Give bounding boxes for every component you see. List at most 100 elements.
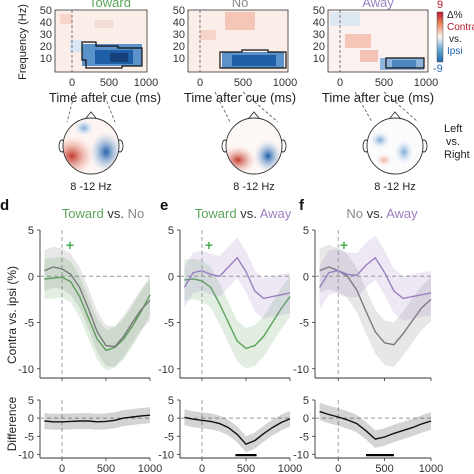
topo-side-label: Left vs. Right	[444, 123, 470, 161]
panel-letter-e: e	[160, 197, 168, 214]
xtick: 0	[337, 77, 343, 89]
colorbar-title: Δ%	[447, 10, 463, 21]
xtick: 500	[375, 77, 393, 89]
y-tick-label: -5	[164, 431, 174, 443]
y-tick-label: -5	[164, 318, 174, 330]
ytick: 30	[40, 29, 52, 41]
xtick: 0	[197, 77, 203, 89]
tf-yticks-c: 50 40 30 20 10	[313, 5, 325, 65]
y-tick-label: 5	[303, 395, 309, 407]
xtick: 1000	[134, 77, 158, 89]
y-tick-label: -10	[293, 364, 309, 376]
topomap-no	[221, 111, 287, 175]
topo-label-away: 8 -12 Hz	[374, 181, 416, 193]
ytick: 40	[313, 17, 325, 29]
ytick: 10	[313, 53, 325, 65]
tf-xlabel: Time after cue (ms)	[322, 90, 434, 105]
y-tick-label: 5	[28, 225, 34, 237]
plus-marker-d: +	[66, 237, 74, 253]
series-line	[319, 410, 432, 440]
tf-map-no	[187, 9, 289, 73]
side-label-left: Left	[444, 123, 462, 135]
panel-letter-f: f	[299, 197, 305, 214]
topomap-away	[362, 111, 428, 175]
series-band	[319, 244, 431, 367]
y-tick-label: -10	[158, 449, 174, 461]
plus-marker-f: +	[340, 237, 348, 253]
y-tick-label: -10	[18, 449, 34, 461]
series-band	[319, 235, 431, 321]
side-label-right: Right	[444, 149, 470, 161]
title-part: No	[128, 206, 145, 221]
tf-xlabel: Time after cue (ms)	[184, 90, 296, 105]
title-part: Toward	[195, 206, 237, 221]
y-tick-label: 0	[303, 271, 309, 283]
ytick: 50	[313, 5, 325, 17]
ytick: 50	[40, 5, 52, 17]
colorbar-min: -9	[433, 63, 443, 75]
ytick: 10	[173, 53, 185, 65]
panel-title-d: Toward vs. No	[62, 206, 144, 221]
x-tick-label: 1000	[419, 463, 443, 474]
y-tick-label: -5	[24, 431, 34, 443]
tf-yticks-b: 50 40 30 20 10	[173, 5, 185, 65]
tf-title-toward: Toward	[89, 0, 131, 10]
series-line	[44, 414, 151, 423]
tf-map-toward	[54, 9, 148, 73]
plus-markers: + + +	[66, 237, 348, 253]
plus-marker-e: +	[205, 237, 213, 253]
colorbar-max: 9	[437, 0, 443, 11]
title-part: Away	[386, 206, 418, 221]
y-tick-label: -5	[299, 431, 309, 443]
title-part: Away	[260, 206, 292, 221]
y-tick-label: -10	[158, 364, 174, 376]
xtick: 0	[69, 77, 75, 89]
chart-0: 5 0 -5 -10	[18, 225, 151, 381]
ytick: 20	[313, 41, 325, 53]
title-part: vs.	[104, 206, 128, 221]
y-tick-label: 0	[28, 413, 34, 425]
title-part: vs.	[363, 206, 386, 221]
tf-title-away: Away	[362, 0, 394, 10]
x-tick-label: 0	[59, 463, 65, 474]
x-tick-label: 500	[97, 463, 115, 474]
chart-5: 5 0 -5 -10 0 500 1000	[293, 395, 443, 474]
y-tick-label: 5	[28, 395, 34, 407]
panel-title-e: Toward vs. Away	[195, 206, 292, 221]
series-band	[184, 409, 290, 453]
series-band	[184, 258, 290, 369]
y-tick-label: 0	[168, 271, 174, 283]
y-tick-label: 5	[303, 225, 309, 237]
ytick: 10	[40, 53, 52, 65]
ytick: 30	[173, 29, 185, 41]
diff-ylabel: Difference	[5, 396, 19, 451]
colorbar: 9 Δ% Contra vs. Ipsi -9	[433, 0, 474, 75]
panel-title-f: No vs. Away	[346, 206, 418, 221]
series-band	[44, 407, 150, 430]
colorbar-vs: vs.	[449, 34, 462, 45]
colorbar-ipsi: Ipsi	[447, 46, 463, 57]
ytick: 20	[40, 41, 52, 53]
tf-panel-titles: Toward No Away	[89, 0, 394, 10]
y-tick-label: -10	[18, 364, 34, 376]
chart-3: 5 0 -5 -10 0 500 1000	[18, 395, 162, 474]
topo-connectors	[66, 91, 419, 123]
side-label-vs: vs.	[446, 136, 460, 148]
x-tick-label: 0	[199, 463, 205, 474]
topo-label-toward: 8 -12 Hz	[70, 181, 112, 193]
chart-2: 5 0 -5 -10	[293, 225, 432, 381]
y-tick-label: 5	[168, 225, 174, 237]
panel-titles: Toward vs. No Toward vs. Away No vs. Awa…	[62, 206, 418, 221]
y-tick-label: -10	[293, 449, 309, 461]
x-tick-label: 1000	[278, 463, 302, 474]
ytick: 30	[313, 29, 325, 41]
series-band	[44, 256, 150, 371]
series-band	[319, 402, 431, 448]
title-part: vs.	[237, 206, 260, 221]
series-band	[44, 246, 150, 367]
y-tick-label: -5	[24, 318, 34, 330]
title-part: Toward	[62, 206, 104, 221]
main-ylabel: Contra vs. ipsi (%)	[5, 266, 19, 364]
